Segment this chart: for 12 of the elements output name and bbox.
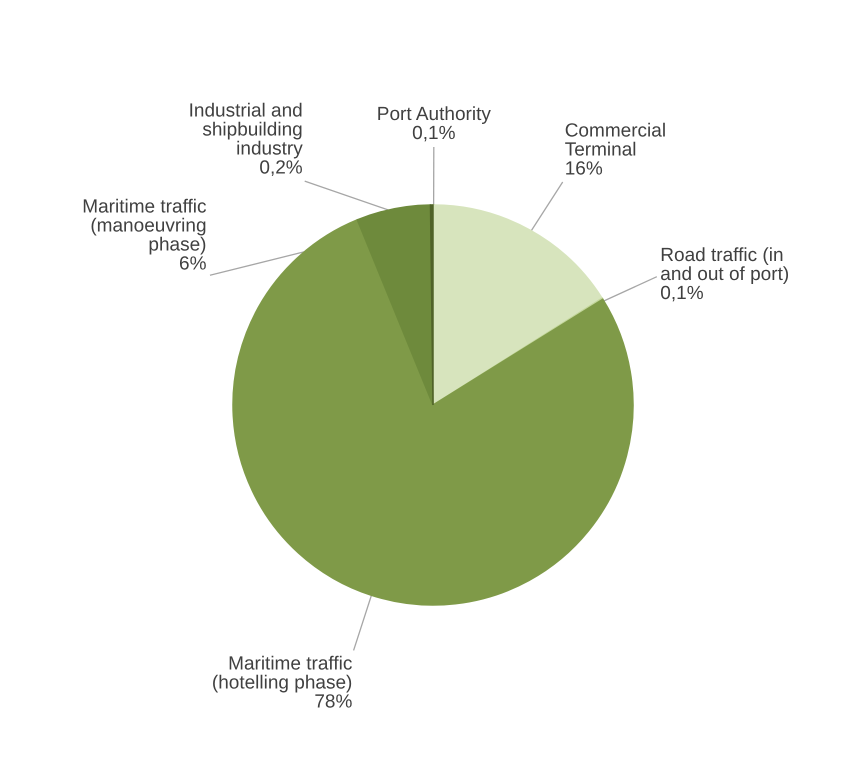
data-label: 0,1% [660, 283, 704, 304]
data-label: 6% [179, 253, 207, 274]
slice-label: Maritime traffic (hotelling phase) [212, 653, 352, 694]
data-label: 16% [564, 158, 603, 180]
slice-label: Maritime traffic (manoeuvring phase) [82, 196, 207, 256]
data-label: 78% [314, 691, 352, 712]
slice-label: Industrial and shipbuilding industry [188, 100, 304, 160]
data-label: 0,2% [259, 158, 303, 179]
slice-label: Commercial Terminal [564, 120, 666, 161]
slice-label: Road traffic (in and out of port) [660, 245, 790, 286]
slice-label: Port Authority [376, 104, 492, 125]
data-label: 0,1% [412, 123, 456, 144]
